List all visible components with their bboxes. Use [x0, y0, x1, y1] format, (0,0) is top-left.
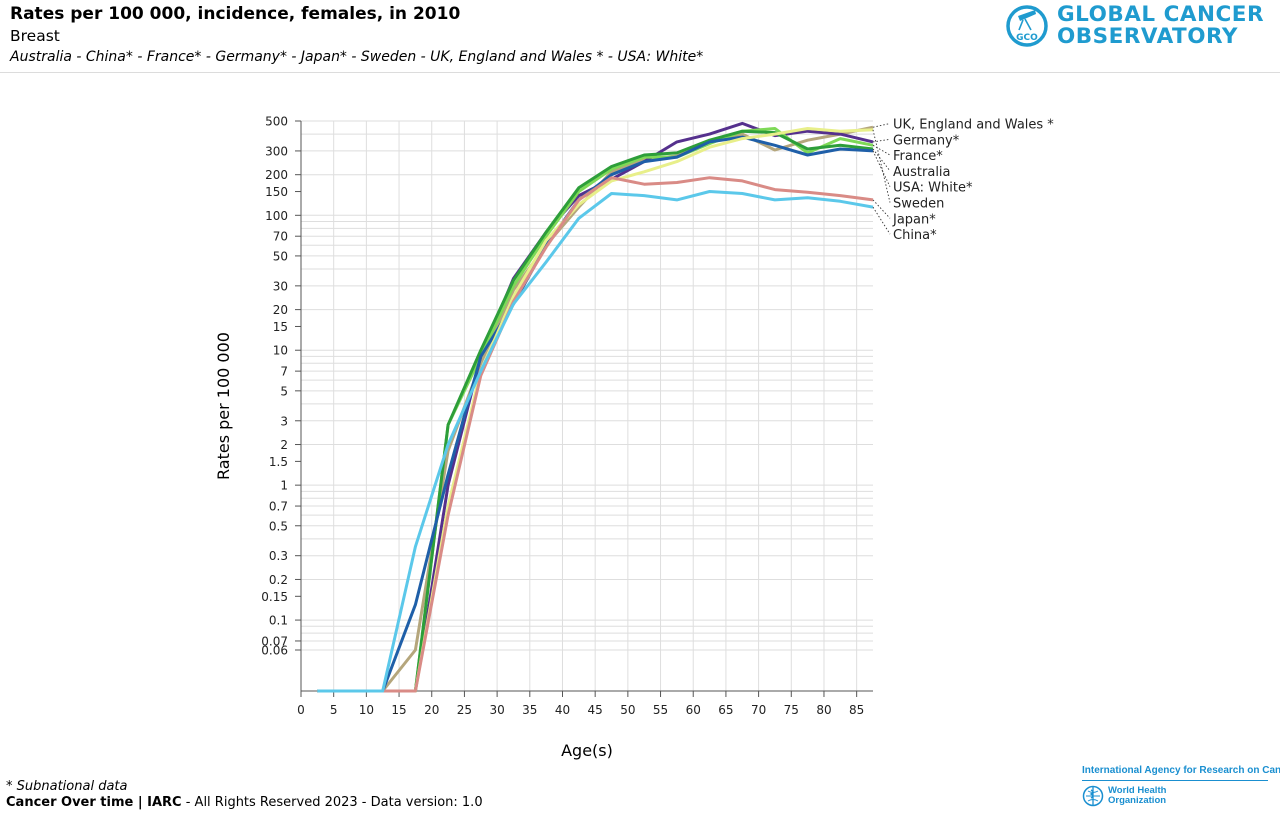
x-tick-label: 70 — [751, 703, 766, 717]
y-tick-label: 20 — [273, 303, 288, 317]
y-tick-label: 500 — [265, 115, 288, 129]
y-tick-label: 30 — [273, 279, 288, 293]
y-tick-label: 50 — [273, 249, 288, 263]
logo-line-2: OBSERVATORY — [1057, 24, 1238, 49]
series-label: France* — [893, 149, 943, 164]
label-leader-line — [872, 206, 891, 235]
who-line-2: Organization — [1108, 795, 1167, 806]
who-text: World Health Organization — [1108, 786, 1166, 806]
y-tick-label: 0.7 — [269, 500, 288, 514]
y-tick-label: 1 — [280, 479, 288, 493]
y-tick-label: 200 — [265, 168, 288, 182]
page-title: Rates per 100 000, incidence, females, i… — [10, 4, 461, 24]
y-tick-label: 0.5 — [269, 519, 288, 533]
x-tick-label: 30 — [489, 703, 504, 717]
cancer-site: Breast — [10, 27, 60, 45]
x-tick-label: 80 — [816, 703, 831, 717]
y-tick-label: 300 — [265, 144, 288, 158]
population-list: Australia - China* - France* - Germany* … — [10, 49, 704, 65]
x-tick-label: 60 — [686, 703, 701, 717]
y-tick-label: 7 — [280, 365, 288, 379]
series-line-7 — [317, 176, 874, 693]
series-label: Sweden — [893, 197, 944, 212]
header-divider — [0, 72, 1280, 73]
series-label: UK, England and Wales * — [893, 118, 1054, 133]
logo-text: GLOBAL CANCER OBSERVATORY — [1057, 4, 1264, 48]
who-logo[interactable]: World Health Organization — [1082, 784, 1202, 812]
y-tick-label: 15 — [273, 320, 288, 334]
series-label: Australia — [893, 165, 951, 180]
label-leader-line — [872, 148, 891, 172]
x-axis-label: Age(s) — [561, 741, 613, 760]
footer-brand: Cancer Over time | IARC — [6, 795, 182, 810]
y-tick-label: 1.5 — [269, 455, 288, 469]
logo-badge-text: GCO — [1016, 33, 1038, 43]
y-tick-label: 0.15 — [261, 590, 288, 604]
label-leader-line — [872, 138, 891, 143]
x-tick-label: 55 — [653, 703, 668, 717]
copyright-footer: Cancer Over time | IARC - All Rights Res… — [6, 795, 483, 810]
y-tick-label: 10 — [273, 344, 288, 358]
grid-lines — [300, 120, 873, 691]
label-leader-line — [872, 144, 891, 156]
iarc-divider — [1082, 780, 1268, 781]
y-tick-label: 3 — [280, 414, 288, 428]
series-label: Japan* — [892, 212, 936, 227]
x-tick-label: 50 — [620, 703, 635, 717]
x-tick-label: 40 — [555, 703, 570, 717]
x-tick-label: 45 — [588, 703, 603, 717]
label-leader-line — [872, 123, 891, 128]
series-label: Germany* — [893, 133, 960, 148]
series-labels: UK, England and Wales *Germany*France*Au… — [872, 118, 1054, 243]
x-tick-label: 15 — [391, 703, 406, 717]
x-tick-label: 35 — [522, 703, 537, 717]
label-leader-line — [872, 150, 891, 187]
who-emblem-icon — [1082, 785, 1104, 807]
label-leader-line — [872, 129, 891, 203]
x-tick-label: 85 — [849, 703, 864, 717]
iarc-logo-text[interactable]: International Agency for Research on Can… — [1082, 765, 1280, 776]
axes: 50030020015010070503020151075321.510.70.… — [261, 115, 873, 717]
subnational-footnote: * Subnational data — [6, 779, 128, 794]
logo-line-1: GLOBAL CANCER — [1057, 2, 1265, 27]
y-tick-label: 2 — [280, 438, 288, 452]
series-label: China* — [893, 228, 937, 243]
who-line-1: World Health — [1108, 785, 1167, 796]
y-tick-label: 100 — [265, 209, 288, 223]
y-tick-label: 70 — [273, 230, 288, 244]
x-tick-label: 0 — [297, 703, 305, 717]
y-tick-label: 5 — [280, 384, 288, 398]
series-label: USA: White* — [893, 181, 973, 196]
gco-logo[interactable]: GCO GLOBAL CANCER OBSERVATORY — [1005, 4, 1270, 52]
x-tick-label: 5 — [330, 703, 338, 717]
y-tick-label: 0.2 — [269, 573, 288, 587]
x-tick-label: 20 — [424, 703, 439, 717]
series-line-8 — [317, 190, 874, 693]
y-axis-label: Rates per 100 000 — [214, 332, 233, 480]
x-tick-label: 75 — [784, 703, 799, 717]
y-tick-label: 0.06 — [261, 644, 288, 658]
y-tick-label: 150 — [265, 185, 288, 199]
label-leader-line — [872, 199, 891, 219]
y-tick-label: 0.07 — [261, 634, 288, 648]
x-tick-label: 10 — [359, 703, 374, 717]
y-tick-label: 0.1 — [269, 614, 288, 628]
y-tick-label: 0.3 — [269, 549, 288, 563]
footer-rights: - All Rights Reserved 2023 - Data versio… — [181, 795, 483, 810]
x-tick-label: 65 — [718, 703, 733, 717]
x-tick-label: 25 — [457, 703, 472, 717]
series-lines — [317, 121, 874, 693]
telescope-icon: GCO — [1006, 5, 1048, 47]
